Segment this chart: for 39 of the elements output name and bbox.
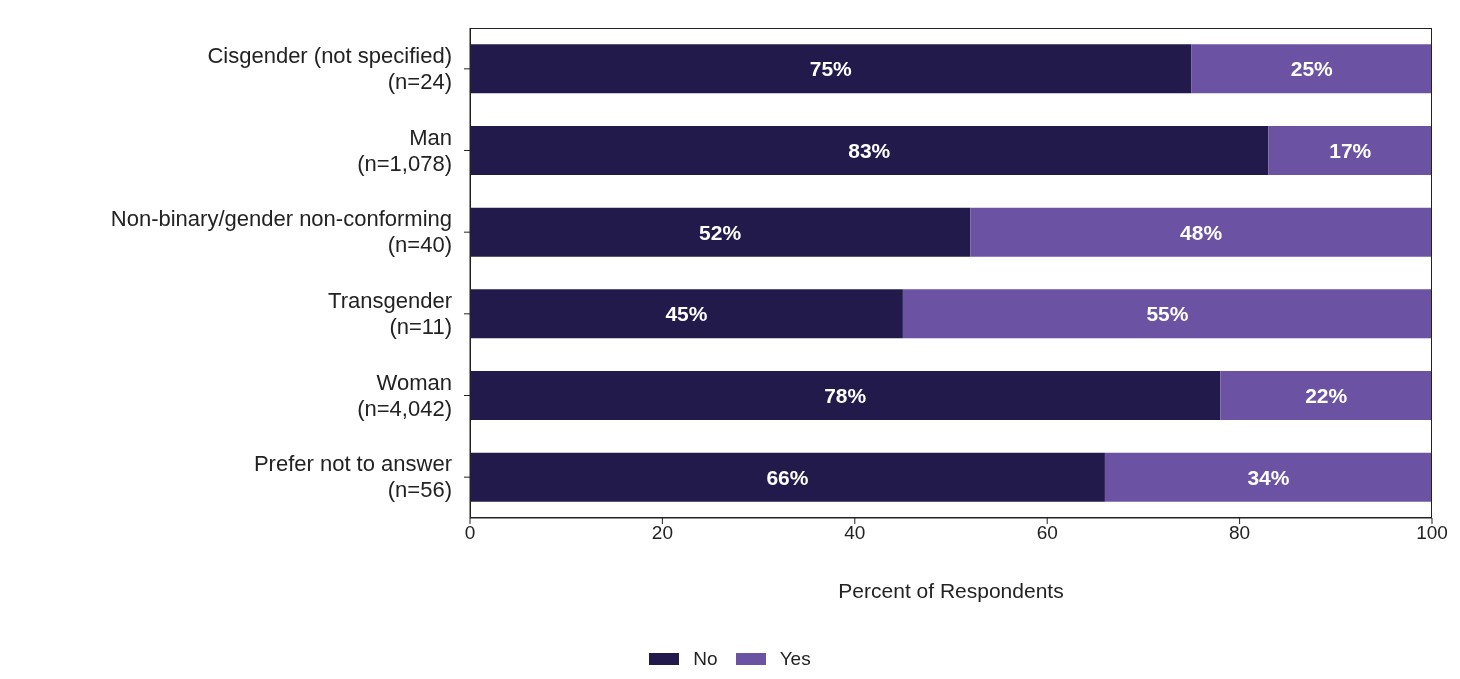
x-tick-label: 20 (651, 522, 673, 544)
bar (470, 44, 1192, 94)
data-label: 48% (1180, 220, 1223, 244)
data-label: 25% (1290, 57, 1334, 81)
bar (1268, 126, 1432, 175)
bar (470, 289, 903, 339)
y-tick-label: Cisgender (not specified) (n=24) (207, 42, 452, 94)
bar (1104, 452, 1432, 502)
y-tick-label: Non-binary/gender non-conforming (n=40) (110, 206, 452, 258)
data-label: 78% (824, 384, 867, 407)
y-tick-label: Man (n=1,078) (357, 124, 452, 176)
x-axis-title: Percent of Respondents (838, 579, 1064, 602)
bar (902, 289, 1432, 339)
data-label: 17% (1329, 139, 1372, 162)
y-tick-label: Prefer not to answer (n=56) (253, 451, 452, 503)
bar (470, 207, 971, 257)
data-label: 66% (766, 465, 809, 489)
x-tick-label: 40 (844, 522, 866, 544)
bar (970, 207, 1432, 257)
bar (470, 126, 1269, 175)
data-label: 83% (848, 139, 891, 162)
data-label: 52% (699, 220, 742, 244)
bar (1191, 44, 1432, 94)
bar (1220, 371, 1432, 420)
legend-label: No (692, 648, 718, 670)
x-tick-label: 100 (1416, 522, 1448, 544)
legend-label: Yes (778, 648, 811, 670)
data-label: 75% (809, 57, 853, 81)
x-tick-label: 0 (464, 522, 476, 544)
data-label: 22% (1305, 384, 1348, 407)
x-tick-label: 60 (1036, 522, 1058, 544)
data-label: 55% (1146, 302, 1189, 326)
bar (470, 452, 1105, 502)
data-label: 34% (1247, 465, 1290, 489)
y-tick-label: Transgender (n=11) (328, 287, 452, 339)
y-tick-label: Woman (n=4,042) (357, 369, 452, 421)
bar (470, 371, 1221, 420)
x-tick-label: 80 (1229, 522, 1251, 544)
data-label: 45% (665, 302, 708, 326)
